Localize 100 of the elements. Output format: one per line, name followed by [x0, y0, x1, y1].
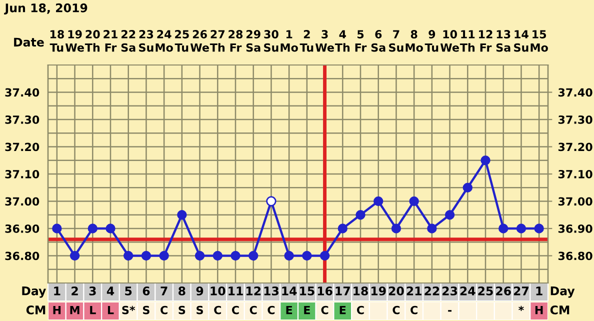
x-tick-label: 8	[178, 286, 186, 296]
category-label: *	[518, 306, 524, 311]
x2-tick-label: 8 Mo	[406, 30, 423, 52]
category-label: E	[340, 306, 346, 314]
x-tick-label: 3	[89, 286, 96, 296]
x2-axis-title: Date	[14, 38, 44, 47]
x2-tick-label: 24 Mo	[156, 30, 173, 52]
x2-tick-label: 27 Th	[210, 30, 225, 52]
point	[159, 250, 169, 261]
x2-tick-label: 2 Tu	[300, 30, 314, 52]
x2-tick-label: 11 Th	[460, 30, 475, 52]
x-tick-label: 17	[336, 286, 350, 296]
category-label: C	[410, 306, 418, 314]
x-tick-label: 19	[371, 286, 386, 296]
x2-tick-label: 21 Fr	[104, 30, 118, 52]
y2-tick-label: 37.00	[558, 197, 592, 206]
point	[106, 224, 116, 234]
x-tick-label: 24	[460, 286, 476, 296]
x-tick-label: 13	[264, 286, 278, 296]
category-label: S	[196, 306, 203, 314]
x-tick-label: 27	[514, 286, 528, 296]
x-tick-label: 22	[424, 286, 440, 296]
point	[427, 224, 437, 234]
point	[284, 250, 294, 261]
y2-tick-label: 37.20	[558, 142, 592, 152]
x-tick-label: 1	[536, 286, 542, 296]
x-tick-label: 20	[388, 286, 404, 296]
x-tick-label: 18	[354, 286, 368, 296]
category-label: S*	[122, 306, 136, 314]
category-label: C	[232, 306, 239, 314]
x-tick-label: 4	[106, 286, 114, 296]
category-label: C	[392, 306, 400, 314]
x-tick-label: 15	[300, 286, 314, 296]
x2-tick-label: 12 Fr	[479, 30, 492, 52]
x-tick-label: 21	[406, 286, 422, 296]
x2-tick-label: 5 Fr	[355, 30, 367, 52]
category-label: -	[448, 310, 452, 312]
point	[480, 156, 490, 166]
x-tick-label: 12	[246, 286, 261, 296]
point	[373, 196, 384, 206]
text: CM	[550, 305, 570, 314]
y-tick-label: 37.00	[5, 197, 40, 206]
point	[230, 250, 240, 261]
x2-tick-label: 23 Su	[139, 30, 154, 52]
x-tick-label: 25	[478, 286, 493, 296]
category-label: E	[286, 306, 292, 314]
x-tick-label: 9	[196, 286, 204, 296]
point	[498, 224, 508, 234]
x2-tick-label: 6 Sa	[371, 30, 386, 52]
y2-tick-label: 36.90	[558, 224, 592, 233]
category-label: S	[178, 306, 186, 314]
y2-tick-label: 37.10	[558, 170, 592, 178]
point	[391, 224, 402, 234]
point	[123, 250, 134, 261]
y-tick-label: 37.10	[5, 170, 40, 178]
point	[248, 250, 258, 261]
point	[320, 250, 330, 261]
x-tick-label: 5	[125, 286, 132, 296]
x-tick-label: 2	[72, 286, 78, 296]
category-label: M	[70, 306, 80, 314]
x2-tick-label: 15 Mo	[530, 30, 548, 52]
point	[52, 224, 62, 234]
x-tick-label: 26	[496, 286, 511, 296]
point	[409, 196, 419, 206]
x2-tick-label: 25 Tu	[174, 30, 189, 52]
point	[356, 210, 366, 220]
category-label: L	[108, 306, 114, 314]
x2-tick-label: 29 Sa	[246, 30, 260, 52]
chart-title: Jun 18, 2019	[4, 3, 88, 15]
point	[70, 250, 80, 261]
y-tick-label: 36.90	[5, 224, 40, 233]
x2-tick-label: 18 Tu	[50, 30, 64, 52]
y2-tick-label: 36.80	[558, 252, 592, 260]
category-label: C	[268, 306, 275, 314]
x2-tick-label: 13 Sa	[496, 30, 510, 52]
x2-tick-label: 4 Th	[334, 30, 350, 52]
x2-tick-label: 14 Su	[514, 30, 528, 52]
text: CM	[26, 305, 46, 314]
point	[444, 210, 455, 220]
point	[88, 224, 98, 234]
x2-tick-label: 3 We	[315, 30, 334, 52]
x-tick-label: 16	[318, 286, 332, 296]
y-tick-label: 36.80	[5, 252, 40, 260]
text: Day	[550, 286, 575, 298]
category-label: E	[304, 306, 310, 314]
y2-tick-label: 37.40	[558, 88, 592, 97]
y-tick-label: 37.20	[5, 142, 40, 152]
x2-tick-label: 7 Su	[389, 30, 404, 52]
y2-tick-label: 37.30	[558, 115, 592, 124]
x2-tick-label: 26 We	[190, 30, 209, 52]
category-label: C	[160, 306, 168, 314]
x-tick-label: 7	[160, 286, 168, 296]
category-label: S	[143, 306, 150, 314]
point	[141, 250, 152, 261]
point	[194, 250, 205, 261]
point	[212, 250, 223, 261]
x2-tick-label: 9 Tu	[424, 30, 438, 52]
x2-tick-label: 1 Mo	[280, 30, 298, 52]
point	[462, 182, 473, 192]
category-label: H	[535, 306, 543, 314]
